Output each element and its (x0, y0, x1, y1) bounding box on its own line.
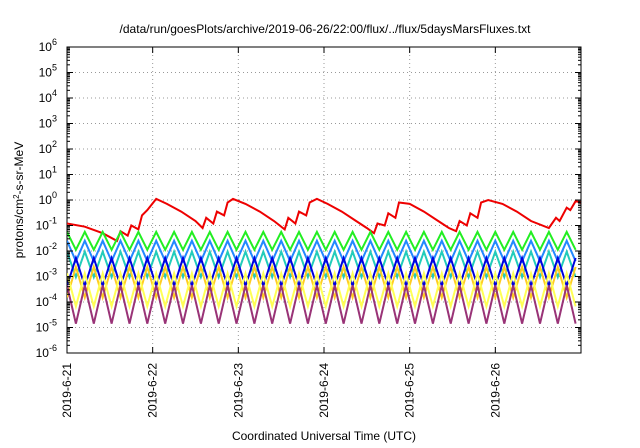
x-axis-ticks: 2019-6-21 2019-6-22 2019-6-23 2019-6-24 2019… (60, 47, 502, 418)
y-axis-label: protons/cm2-s-sr-MeV (12, 142, 27, 258)
y-tick-label: 10-5 (36, 318, 57, 335)
series-line (67, 248, 577, 281)
x-tick-label: 2019-6-24 (317, 363, 331, 418)
series-group (67, 197, 581, 324)
series-line (67, 285, 577, 324)
x-tick-label: 2019-6-22 (146, 363, 160, 418)
chart-title: /data/run/goesPlots/archive/2019-06-26/2… (120, 22, 532, 36)
series-line (67, 238, 577, 264)
y-axis-label-pre: protons/cm (12, 199, 26, 258)
y-tick-label: 10-4 (36, 292, 57, 309)
y-tick-label: 106 (39, 37, 57, 54)
series-line (67, 229, 577, 253)
y-tick-label: 10-6 (36, 343, 57, 360)
x-axis-label: Coordinated Universal Time (UTC) (232, 429, 416, 443)
y-tick-label: 101 (39, 165, 57, 182)
y-axis-label-sup: 2 (12, 194, 21, 199)
series-line (67, 263, 577, 302)
y-axis-label-post: -s-sr-MeV (12, 142, 26, 195)
y-tick-label: 10-1 (36, 216, 57, 233)
series-line (67, 254, 577, 290)
x-tick-label: 2019-6-23 (231, 363, 245, 418)
y-tick-label: 10-2 (36, 241, 57, 258)
series-line (67, 269, 577, 311)
y-tick-label: 100 (39, 190, 57, 207)
x-tick-label: 2019-6-26 (488, 363, 502, 418)
y-tick-label: 10-3 (36, 267, 57, 284)
y-axis-ticks: 10-6 10-5 10-4 10-3 10-2 10-1 100 101 102 103 104 1… (36, 37, 581, 360)
y-tick-label: 103 (39, 114, 57, 131)
x-tick-label: 2019-6-21 (60, 363, 74, 418)
y-tick-label: 104 (39, 88, 57, 105)
y-tick-label: 105 (39, 63, 57, 80)
y-tick-label: 102 (39, 139, 57, 156)
x-tick-label: 2019-6-25 (403, 363, 417, 418)
series-line (67, 197, 581, 243)
